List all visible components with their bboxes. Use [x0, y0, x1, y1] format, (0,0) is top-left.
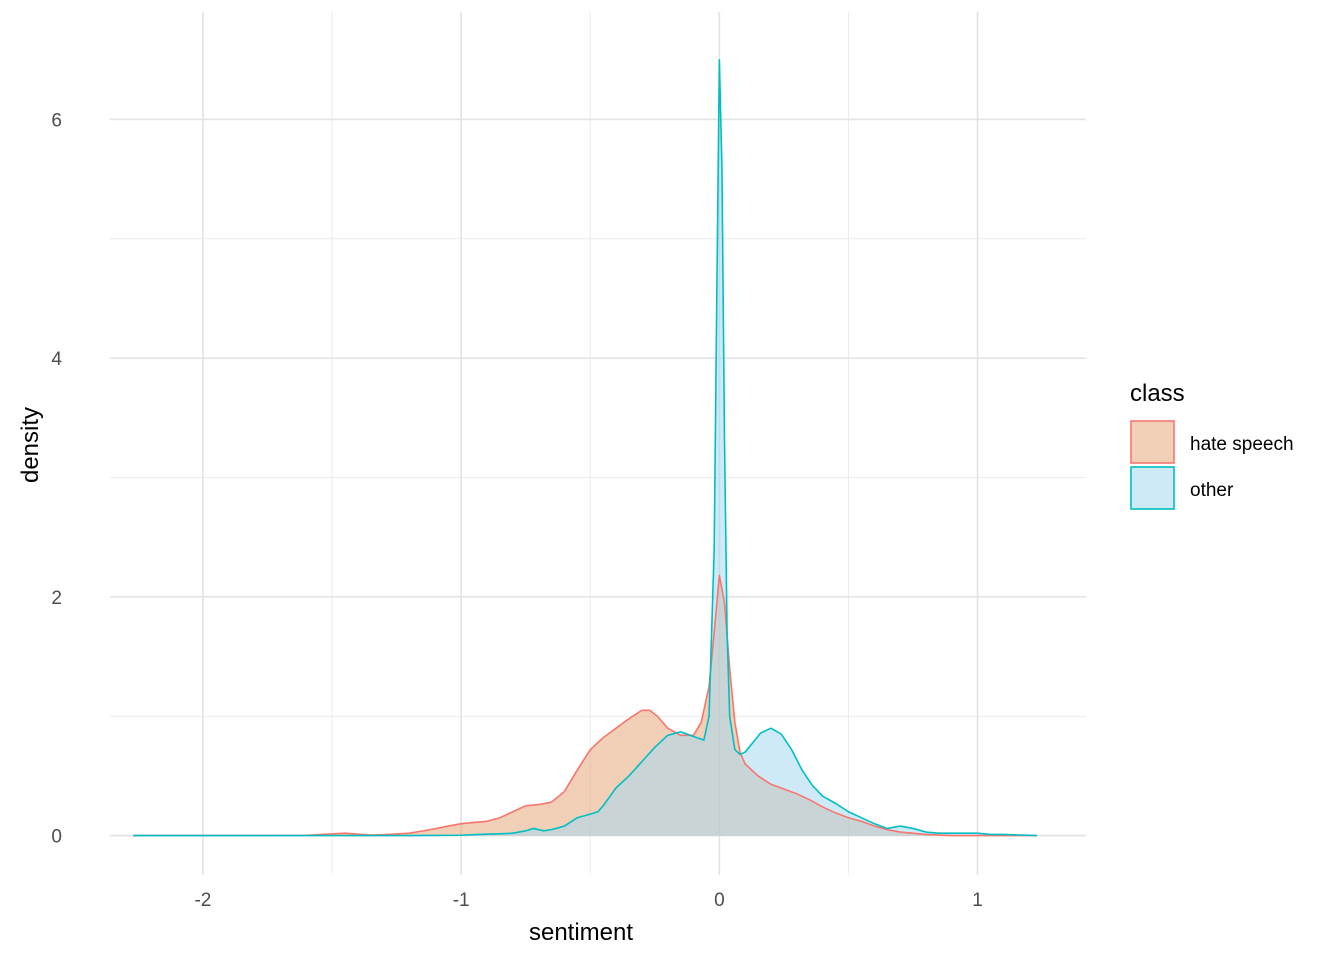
- density-areas: [133, 58, 1037, 837]
- legend-label-other: other: [1190, 480, 1234, 501]
- y-axis-ticks: 0 2 4 6: [51, 110, 62, 847]
- x-tick-label: 1: [972, 890, 983, 911]
- x-tick-label: 0: [714, 890, 725, 911]
- legend-key-hate-speech: [1130, 420, 1175, 464]
- x-tick-label: -1: [453, 890, 470, 911]
- y-tick-label: 2: [51, 588, 62, 609]
- legend: class hate speech other: [1130, 380, 1294, 510]
- legend-label-hate-speech: hate speech: [1190, 434, 1294, 455]
- x-tick-label: -2: [194, 890, 211, 911]
- density-line-other: [133, 58, 1037, 837]
- y-axis-title: density: [17, 407, 44, 483]
- y-tick-label: 4: [51, 349, 62, 370]
- density-area-hate-speech: [133, 575, 1037, 836]
- x-axis-title: sentiment: [529, 919, 633, 946]
- legend-title: class: [1130, 380, 1185, 407]
- y-tick-label: 6: [51, 110, 62, 131]
- x-axis-ticks: -2 -1 0 1: [194, 890, 982, 911]
- legend-key-other: [1130, 466, 1175, 510]
- y-tick-label: 0: [51, 827, 62, 848]
- density-area-other: [133, 59, 1037, 836]
- density-line-hate-speech: [133, 574, 1037, 837]
